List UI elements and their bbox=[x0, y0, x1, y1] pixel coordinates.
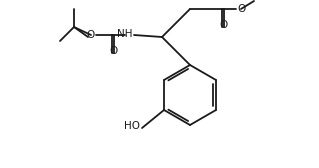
Text: NH: NH bbox=[117, 29, 133, 39]
Text: O: O bbox=[109, 46, 117, 56]
Text: O: O bbox=[219, 20, 227, 30]
Text: HO: HO bbox=[124, 121, 140, 131]
Text: O: O bbox=[87, 30, 95, 40]
Text: O: O bbox=[237, 4, 245, 14]
